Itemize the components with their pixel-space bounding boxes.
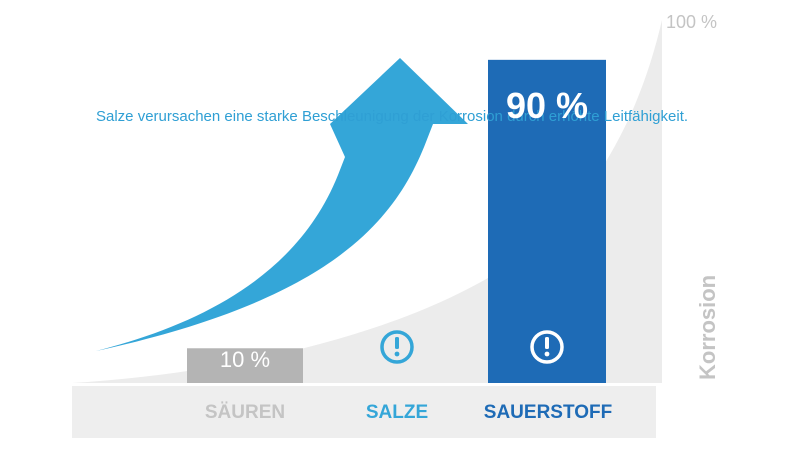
bar-value-label-sauerstoff: 90 % <box>505 85 589 126</box>
trend-arrow <box>96 58 468 351</box>
bar-value-label-saeuren: 10 % <box>219 347 271 372</box>
category-baseline-band <box>72 386 656 438</box>
y-axis-label: Korrosion <box>695 274 720 380</box>
annotation-text: Salze verursachen eine starke Beschleuni… <box>96 108 688 125</box>
category-label-salze: SALZE <box>365 402 429 423</box>
category-label-saeuren: SÄUREN <box>204 402 286 423</box>
bar-sauerstoff <box>488 59 606 383</box>
warning-icon-sauerstoff <box>530 330 564 364</box>
warning-icons-group <box>380 330 564 364</box>
bar-saeuren <box>187 348 303 383</box>
bars-group <box>187 59 606 383</box>
warning-icon-salze <box>380 330 414 364</box>
category-label-sauerstoff: SAUERSTOFF <box>483 402 613 423</box>
max-value-label: 100 % <box>666 12 718 32</box>
